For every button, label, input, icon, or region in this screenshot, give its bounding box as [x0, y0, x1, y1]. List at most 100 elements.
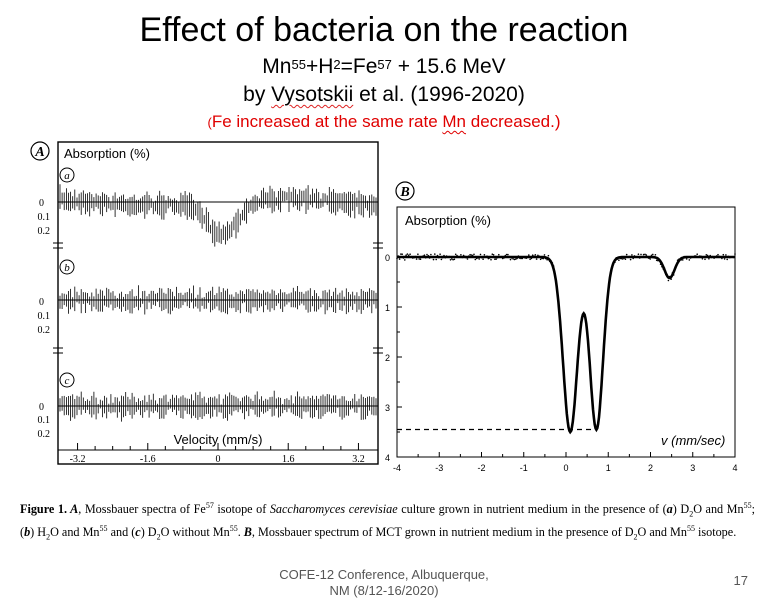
spectrum-dot [622, 258, 624, 260]
spectrum-dot [722, 253, 725, 256]
panel-a-xtick-label: 0 [216, 454, 221, 465]
spectrum-dot [625, 253, 628, 256]
panel-b-xtick-label: 4 [732, 463, 737, 473]
spectrum-dot [490, 258, 492, 261]
spectrum-dot [398, 258, 401, 260]
subplot-b-tick-2: 0.2 [38, 325, 51, 336]
panel-a-ylabel: Absorption (%) [64, 146, 150, 161]
spectrum-dot [432, 258, 435, 261]
panel-b-ylabel: Absorption (%) [405, 213, 491, 228]
panel-a-frame [57, 141, 379, 465]
spectrum-dot [640, 253, 642, 256]
subplot-b-label: b [64, 262, 70, 274]
spectrum-dot [705, 254, 708, 256]
spectrum-dot [434, 253, 436, 255]
subplot-c-tick-2: 0.2 [38, 429, 51, 440]
spectrum-dot [505, 253, 508, 256]
panel-b-ytick-label: 3 [385, 403, 390, 413]
spectrum-dot [483, 254, 486, 256]
spectrum-dot [451, 258, 453, 260]
spectrum-dot [449, 259, 452, 261]
spectrum-dot [460, 254, 462, 256]
subplot-c-tick-1: 0.1 [38, 415, 51, 426]
subplot-a-trace [59, 184, 377, 247]
spectrum-dot [495, 258, 497, 260]
footer-line-2: NM (8/12-16/2020) [329, 583, 439, 598]
spectrum-dot [453, 258, 456, 261]
panel-b-xtick-label: 2 [648, 463, 653, 473]
spectrum-dot [417, 253, 419, 255]
subplot-a-tick-1: 0.1 [38, 212, 51, 223]
spectrum-dot [629, 258, 632, 261]
spectrum-dot [649, 258, 651, 260]
subplot-a-circle [59, 167, 75, 183]
spectrum-dot [452, 258, 454, 261]
spectrum-dot [682, 259, 684, 261]
panel-a-xtick-label: -3.2 [70, 454, 86, 465]
panel-b-xlabel: v (mm/sec) [661, 433, 725, 448]
panel-a-separator-1 [53, 242, 383, 249]
subplot-c-circle [59, 372, 75, 388]
panel-b-xtick-label: 3 [690, 463, 695, 473]
spectrum-dot [696, 253, 698, 255]
spectrum-dot [498, 253, 500, 256]
panel-b-fit-curve [397, 255, 735, 435]
spectrum-dot [708, 258, 710, 260]
spectrum-dot [734, 253, 736, 255]
spectrum-dot [685, 258, 688, 260]
spectrum-dot [454, 253, 457, 256]
panel-b-xtick-label: -3 [435, 463, 443, 473]
spectrum-dot [704, 258, 706, 261]
spectrum-dot [535, 258, 538, 260]
spectrum-dot [479, 253, 482, 256]
spectrum-dot [529, 258, 531, 261]
spectrum-dot [531, 254, 534, 256]
red-note: (Fe increased at the same rate Mn decrea… [207, 112, 561, 131]
panel-b-xtick-label: 0 [563, 463, 568, 473]
spectrum-dot [667, 279, 670, 282]
spectrum-dot [439, 253, 441, 255]
spectrum-dot [645, 254, 648, 256]
subplot-b-tick-1: 0.1 [38, 311, 51, 322]
slide-title: Effect of bacteria on the reaction [139, 11, 629, 49]
subplot-b-trace [59, 285, 377, 315]
spectrum-dot [652, 253, 654, 256]
footer-line-1: COFE-12 Conference, Albuquerque, [279, 567, 489, 582]
panel-b-ytick-label: 4 [385, 453, 390, 463]
spectrum-dot [547, 254, 550, 257]
spectrum-dot [717, 253, 719, 256]
spectrum-dot [473, 253, 475, 256]
spectrum-dot [440, 258, 443, 261]
spectrum-dot [405, 254, 407, 256]
spectrum-dot [642, 253, 645, 256]
subplot-a: a 0 0.1 0.2 [38, 167, 378, 247]
subplot-a-tick-2: 0.2 [38, 226, 51, 237]
page-number: 17 [733, 573, 748, 588]
spectrum-dot [543, 254, 546, 256]
spectrum-dot [509, 258, 512, 261]
spectrum-dot [470, 254, 473, 256]
figure-caption: Figure 1. A, Mossbauer spectra of Fe57 i… [20, 501, 756, 542]
spectrum-dot [418, 258, 420, 260]
spectrum-dot [474, 258, 477, 261]
panel-b-xtick-label: -4 [393, 463, 401, 473]
spectrum-dot [512, 258, 514, 260]
spectrum-dot [469, 253, 471, 256]
spectrum-dot [409, 253, 411, 255]
spectrum-dot [688, 259, 691, 261]
author-name: Vysotskii [271, 83, 354, 106]
byline: by Vysotskii et al. (1996-2020) [243, 83, 525, 106]
spectrum-dot [400, 253, 402, 255]
spectrum-dot [644, 253, 646, 256]
spectrum-dot [723, 258, 726, 260]
spectrum-dot [631, 254, 633, 256]
footer: COFE-12 Conference, Albuquerque, NM (8/1… [0, 567, 768, 599]
spectrum-dot [539, 258, 542, 261]
spectrum-dot [637, 253, 640, 255]
panel-b-label: B [399, 185, 409, 200]
spectrum-dot [404, 259, 406, 261]
spectrum-dot [482, 258, 484, 260]
panel-b-frame [396, 206, 736, 458]
spectrum-dot [515, 258, 517, 260]
